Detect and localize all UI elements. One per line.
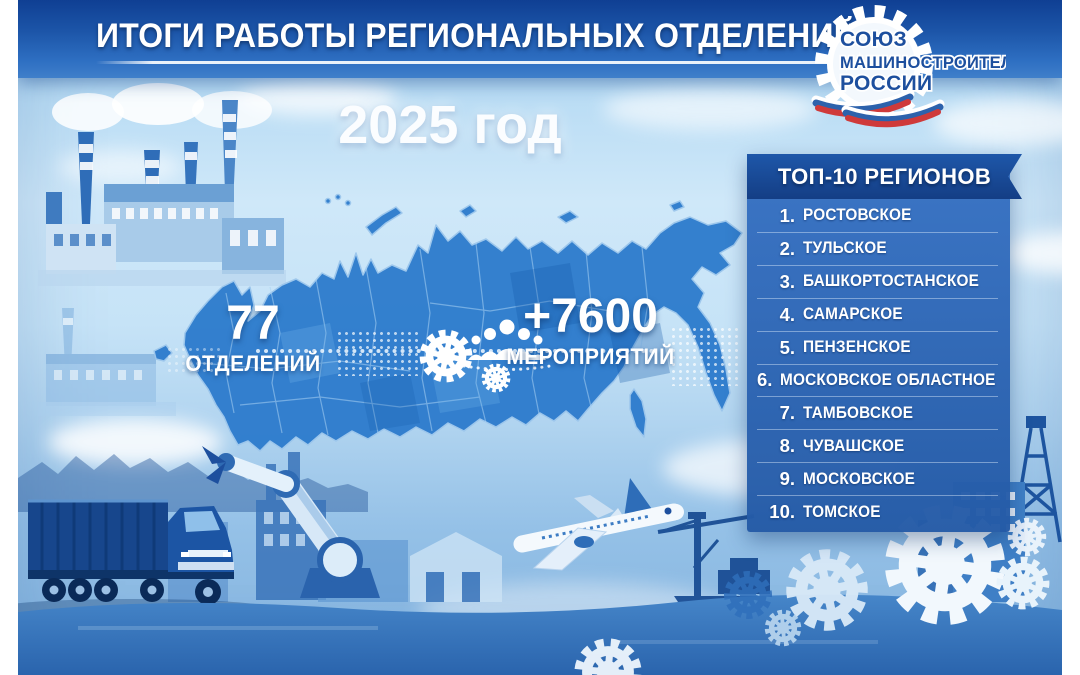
events-label: МЕРОПРИЯТИЙ — [506, 344, 675, 369]
region-rank: 6. — [757, 369, 773, 391]
truck-illustration — [18, 499, 268, 617]
region-row: 8. ЧУВАШСКОЕ — [757, 430, 998, 464]
region-name: ТАМБОВСКОЕ — [803, 403, 914, 422]
region-row: 3. БАШКОРТОСТАНСКОЕ — [757, 266, 998, 299]
factory-illustration — [38, 308, 176, 416]
region-row: 6. МОСКОВСКОЕ ОБЛАСТНОЕ — [757, 365, 998, 398]
region-name: БАШКОРТОСТАНСКОЕ — [803, 272, 980, 291]
cloud — [603, 88, 818, 130]
treeline-silhouette — [18, 454, 368, 512]
region-rank: 7. — [779, 402, 795, 424]
region-name: ЧУВАШСКОЕ — [803, 436, 905, 455]
logo-line1: СОЮЗ — [840, 28, 907, 51]
robot-arm-illustration — [202, 446, 380, 598]
cloud — [933, 100, 1062, 146]
region-row: 10. ТОМСКОЕ — [757, 496, 998, 528]
halftone-dots — [336, 330, 418, 376]
russian-flag-ribbon-icon — [811, 89, 945, 128]
top-regions-panel: ТОП-10 РЕГИОНОВ 1. РОСТОВСКОЕ 2. ТУЛЬСКОЕ … — [747, 154, 1022, 532]
region-name: МОСКОВСКОЕ — [803, 469, 916, 488]
airplane-illustration — [513, 478, 684, 571]
cloud — [58, 150, 183, 184]
top-regions-list: 1. РОСТОВСКОЕ 2. ТУЛЬСКОЕ 3. БАШКОРТОСТАНСК… — [757, 200, 998, 528]
region-row: 2. ТУЛЬСКОЕ — [757, 233, 998, 266]
region-name: САМАРСКОЕ — [803, 305, 903, 324]
branches-label: ОТДЕЛЕНИЙ — [185, 351, 321, 376]
region-rank: 2. — [779, 237, 795, 259]
halftone-dots — [166, 346, 224, 374]
branches-stat: 77 ОТДЕЛЕНИЙ — [158, 300, 348, 377]
branches-value: 77 — [226, 297, 280, 350]
region-name: МОСКОВСКОЕ ОБЛАСТНОЕ — [780, 370, 997, 389]
region-rank: 5. — [779, 336, 795, 358]
events-stat: +7600 МЕРОПРИЯТИЙ — [498, 293, 683, 370]
union-logo: СОЮЗ МАШИНОСТРОИТЕЛЕЙ РОССИИ — [811, 5, 1006, 128]
people-group-icon — [462, 319, 552, 371]
industrial-scene — [18, 416, 1062, 675]
content-area: 77 ОТДЕЛЕНИЙ +7600 МЕРОПРИЯТИЙ — [18, 0, 1062, 675]
logo-line3: РОССИИ — [840, 72, 932, 95]
factory-illustration — [38, 83, 286, 286]
year-title: 2025 год — [338, 95, 562, 155]
region-row: 9. МОСКОВСКОЕ — [757, 463, 998, 497]
page-title: ИТОГИ РАБОТЫ РЕГИОНАЛЬНЫХ ОТДЕЛЕНИЙ — [96, 17, 858, 55]
ground — [18, 594, 1062, 675]
top-regions-banner: ТОП-10 РЕГИОНОВ — [747, 154, 1022, 199]
region-rank: 10. — [769, 501, 795, 523]
region-name: ТОМСКОЕ — [803, 502, 881, 521]
region-rank: 9. — [779, 468, 795, 490]
region-rank: 4. — [779, 303, 795, 325]
cloud — [48, 418, 223, 466]
region-row: 1. РОСТОВСКОЕ — [757, 200, 998, 233]
region-rank: 3. — [779, 270, 795, 292]
region-name: ТУЛЬСКОЕ — [803, 239, 887, 258]
region-row: 7. ТАМБОВСКОЕ — [757, 397, 998, 431]
region-name: ПЕНЗЕНСКОЕ — [803, 338, 911, 357]
cloud — [1003, 232, 1062, 274]
region-name: РОСТОВСКОЕ — [803, 206, 912, 225]
halftone-dots — [670, 326, 742, 386]
region-row: 4. САМАРСКОЕ — [757, 299, 998, 332]
title-underline — [96, 61, 904, 64]
top-regions-title: ТОП-10 РЕГИОНОВ — [777, 163, 992, 189]
russia-map — [153, 193, 743, 452]
gear-icon — [815, 5, 933, 123]
logo-line2: МАШИНОСТРОИТЕЛЕЙ — [840, 53, 1006, 72]
region-row: 5. ПЕНЗЕНСКОЕ — [757, 332, 998, 365]
region-rank: 8. — [779, 435, 795, 457]
region-rank: 1. — [779, 204, 795, 226]
events-value: +7600 — [523, 290, 658, 343]
